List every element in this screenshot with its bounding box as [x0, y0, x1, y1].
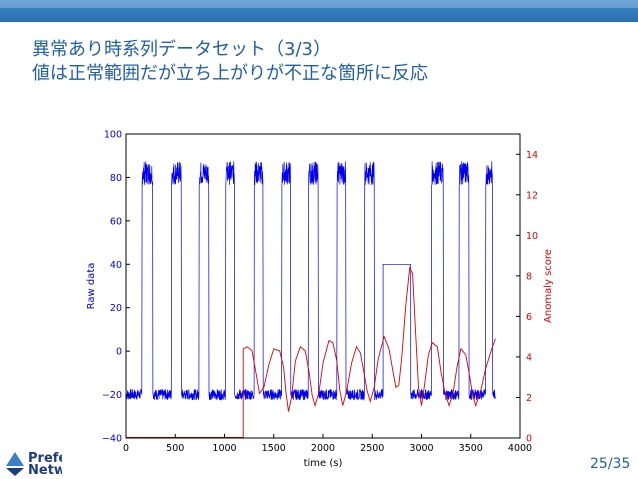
right-tick-label: 0 — [526, 434, 532, 445]
raw-data-line — [125, 161, 496, 401]
x-tick-label: 3500 — [459, 443, 483, 454]
axes-layer: 0 500 1000 1500 2000 2500 3000 3500 4000−40−2002… — [102, 130, 538, 455]
left-tick-label: 0 — [116, 347, 122, 358]
logo-mark-icon — [6, 452, 24, 476]
x-tick-label: 1500 — [262, 443, 286, 454]
x-tick-label: 1000 — [212, 443, 236, 454]
header-bar-shine — [0, 0, 638, 8]
left-tick-label: 60 — [110, 216, 122, 227]
right-tick-label: 14 — [526, 150, 538, 161]
title-line-2: 値は正常範囲だが立ち上がりが不正な箇所に反応 — [32, 63, 428, 84]
x-tick-label: 2000 — [311, 443, 335, 454]
company-logo: Prefe Netw — [0, 446, 62, 479]
x-axis-label: time (s) — [304, 458, 343, 469]
left-axis-label: Raw data — [86, 263, 97, 310]
right-tick-label: 4 — [526, 352, 532, 363]
right-tick-label: 2 — [526, 393, 532, 404]
logo-word-2: Netw — [28, 463, 62, 478]
left-tick-label: 80 — [110, 173, 122, 184]
left-tick-label: 20 — [110, 303, 122, 314]
right-tick-label: 12 — [526, 190, 538, 201]
right-tick-label: 6 — [526, 312, 532, 323]
x-tick-label: 500 — [166, 443, 184, 454]
x-tick-label: 4000 — [508, 443, 532, 454]
title-line-1: 異常あり時系列データセット（3/3） — [32, 39, 331, 60]
right-tick-label: 10 — [526, 231, 538, 242]
slide-title: 異常あり時系列データセット（3/3） 値は正常範囲だが立ち上がりが不正な箇所に反… — [32, 38, 428, 86]
x-tick-label: 3000 — [409, 443, 433, 454]
right-axis-label: Anomaly score — [543, 249, 554, 323]
header-bar — [0, 0, 638, 22]
logo-word-1: Prefe — [28, 451, 62, 466]
left-tick-label: 40 — [110, 260, 122, 271]
anomaly-score-line — [242, 266, 496, 438]
right-tick-label: 8 — [526, 271, 532, 282]
x-tick-label: 0 — [123, 443, 129, 454]
x-tick-label: 2500 — [360, 443, 384, 454]
left-tick-label: −40 — [102, 434, 122, 445]
left-tick-label: −20 — [102, 390, 122, 401]
left-tick-label: 100 — [104, 130, 122, 141]
page-number: 25/35 — [590, 456, 631, 472]
raw-data-layer — [125, 161, 496, 401]
